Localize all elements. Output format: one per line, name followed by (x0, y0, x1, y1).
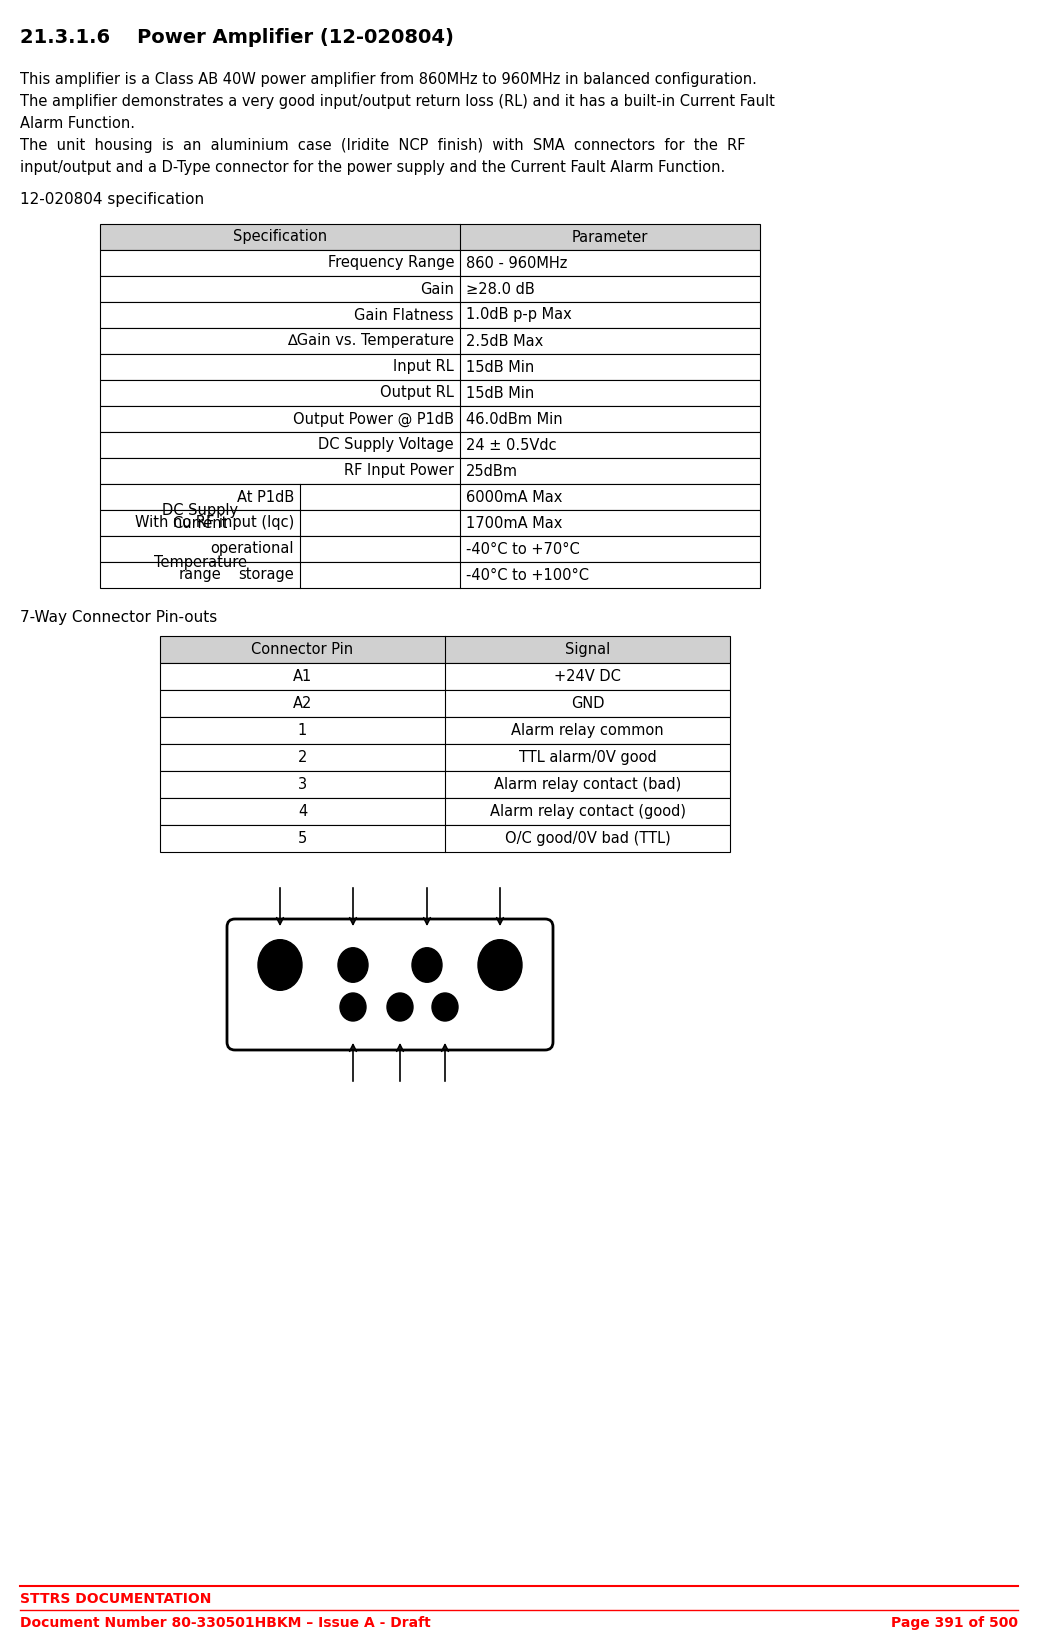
Text: Alarm relay contact (good): Alarm relay contact (good) (490, 803, 685, 820)
Text: Gain: Gain (420, 281, 454, 296)
Text: 24 ± 0.5Vdc: 24 ± 0.5Vdc (466, 437, 556, 453)
Text: range: range (179, 568, 221, 582)
Text: -40°C to +70°C: -40°C to +70°C (466, 542, 580, 556)
Text: Gain Flatness: Gain Flatness (355, 308, 454, 322)
Text: Alarm relay contact (bad): Alarm relay contact (bad) (494, 777, 681, 792)
Text: 2: 2 (298, 749, 307, 766)
Bar (100, 484, 760, 510)
Ellipse shape (479, 939, 522, 990)
Bar (100, 276, 760, 303)
Ellipse shape (258, 939, 302, 990)
Ellipse shape (412, 947, 442, 982)
FancyBboxPatch shape (227, 919, 553, 1050)
Text: input/output and a D-Type connector for the power supply and the Current Fault A: input/output and a D-Type connector for … (20, 160, 726, 175)
Text: 15dB Min: 15dB Min (466, 386, 535, 401)
Bar (100, 224, 760, 250)
Bar (160, 717, 730, 744)
Bar (160, 798, 730, 825)
Bar (160, 636, 730, 663)
Text: 21.3.1.6    Power Amplifier (12-020804): 21.3.1.6 Power Amplifier (12-020804) (20, 28, 454, 47)
Text: A2: A2 (293, 695, 312, 712)
Text: GND: GND (571, 695, 604, 712)
Text: 4: 4 (298, 803, 307, 820)
Text: At P1dB: At P1dB (237, 489, 294, 504)
Text: 3: 3 (298, 777, 307, 792)
Text: Specification: Specification (233, 229, 327, 244)
Text: 46.0dBm Min: 46.0dBm Min (466, 412, 563, 427)
Text: Signal: Signal (565, 641, 610, 658)
Text: -40°C to +100°C: -40°C to +100°C (466, 568, 589, 582)
Text: DC Supply Voltage: DC Supply Voltage (319, 437, 454, 453)
Text: Connector Pin: Connector Pin (251, 641, 354, 658)
Bar (100, 380, 760, 406)
Text: Output Power @ P1dB: Output Power @ P1dB (293, 411, 454, 427)
Bar (160, 825, 730, 852)
Text: 12-020804 specification: 12-020804 specification (20, 191, 204, 208)
Text: DC Supply: DC Supply (162, 502, 238, 517)
Text: The amplifier demonstrates a very good input/output return loss (RL) and it has : The amplifier demonstrates a very good i… (20, 93, 775, 110)
Ellipse shape (387, 993, 413, 1021)
Text: Current: Current (172, 515, 227, 530)
Text: Frequency Range: Frequency Range (328, 255, 454, 270)
Text: A1: A1 (293, 669, 312, 684)
Text: 1700mA Max: 1700mA Max (466, 515, 563, 530)
Text: ≥28.0 dB: ≥28.0 dB (466, 281, 535, 296)
Bar (100, 303, 760, 327)
Ellipse shape (338, 947, 368, 982)
Text: Output RL: Output RL (380, 386, 454, 401)
Text: Input RL: Input RL (393, 360, 454, 375)
Text: Document Number 80-330501HBKM – Issue A - Draft: Document Number 80-330501HBKM – Issue A … (20, 1616, 431, 1629)
Text: Alarm Function.: Alarm Function. (20, 116, 135, 131)
Text: O/C good/0V bad (TTL): O/C good/0V bad (TTL) (504, 831, 671, 846)
Text: With no RF input (Iqc): With no RF input (Iqc) (135, 515, 294, 530)
Text: Alarm relay common: Alarm relay common (511, 723, 664, 738)
Text: 860 - 960MHz: 860 - 960MHz (466, 255, 568, 270)
Text: operational: operational (211, 542, 294, 556)
Text: 1.0dB p-p Max: 1.0dB p-p Max (466, 308, 572, 322)
Text: 6000mA Max: 6000mA Max (466, 489, 563, 504)
Bar (100, 537, 760, 563)
Text: The  unit  housing  is  an  aluminium  case  (Iridite  NCP  finish)  with  SMA  : The unit housing is an aluminium case (I… (20, 137, 745, 154)
Bar (160, 663, 730, 690)
Text: RF Input Power: RF Input Power (345, 463, 454, 478)
Text: Parameter: Parameter (572, 229, 648, 244)
Text: 7-Way Connector Pin-outs: 7-Way Connector Pin-outs (20, 610, 217, 625)
Bar (100, 432, 760, 458)
Bar (160, 771, 730, 798)
Bar (100, 563, 760, 587)
Bar (160, 690, 730, 717)
Text: ∆Gain vs. Temperature: ∆Gain vs. Temperature (286, 334, 454, 348)
Text: 5: 5 (298, 831, 307, 846)
Bar (100, 327, 760, 353)
Text: TTL alarm/0V good: TTL alarm/0V good (519, 749, 656, 766)
Text: Page 391 of 500: Page 391 of 500 (891, 1616, 1018, 1629)
Text: This amplifier is a Class AB 40W power amplifier from 860MHz to 960MHz in balanc: This amplifier is a Class AB 40W power a… (20, 72, 757, 87)
Text: STTRS DOCUMENTATION: STTRS DOCUMENTATION (20, 1592, 212, 1607)
Bar (100, 353, 760, 380)
Bar (100, 406, 760, 432)
Text: 25dBm: 25dBm (466, 463, 518, 478)
Text: Temperature: Temperature (154, 555, 246, 569)
Bar (100, 510, 760, 537)
Bar (100, 458, 760, 484)
Ellipse shape (432, 993, 458, 1021)
Bar (160, 744, 730, 771)
Text: +24V DC: +24V DC (554, 669, 621, 684)
Ellipse shape (340, 993, 366, 1021)
Text: storage: storage (239, 568, 294, 582)
Text: 2.5dB Max: 2.5dB Max (466, 334, 543, 348)
Text: 15dB Min: 15dB Min (466, 360, 535, 375)
Bar (100, 250, 760, 276)
Text: 1: 1 (298, 723, 307, 738)
